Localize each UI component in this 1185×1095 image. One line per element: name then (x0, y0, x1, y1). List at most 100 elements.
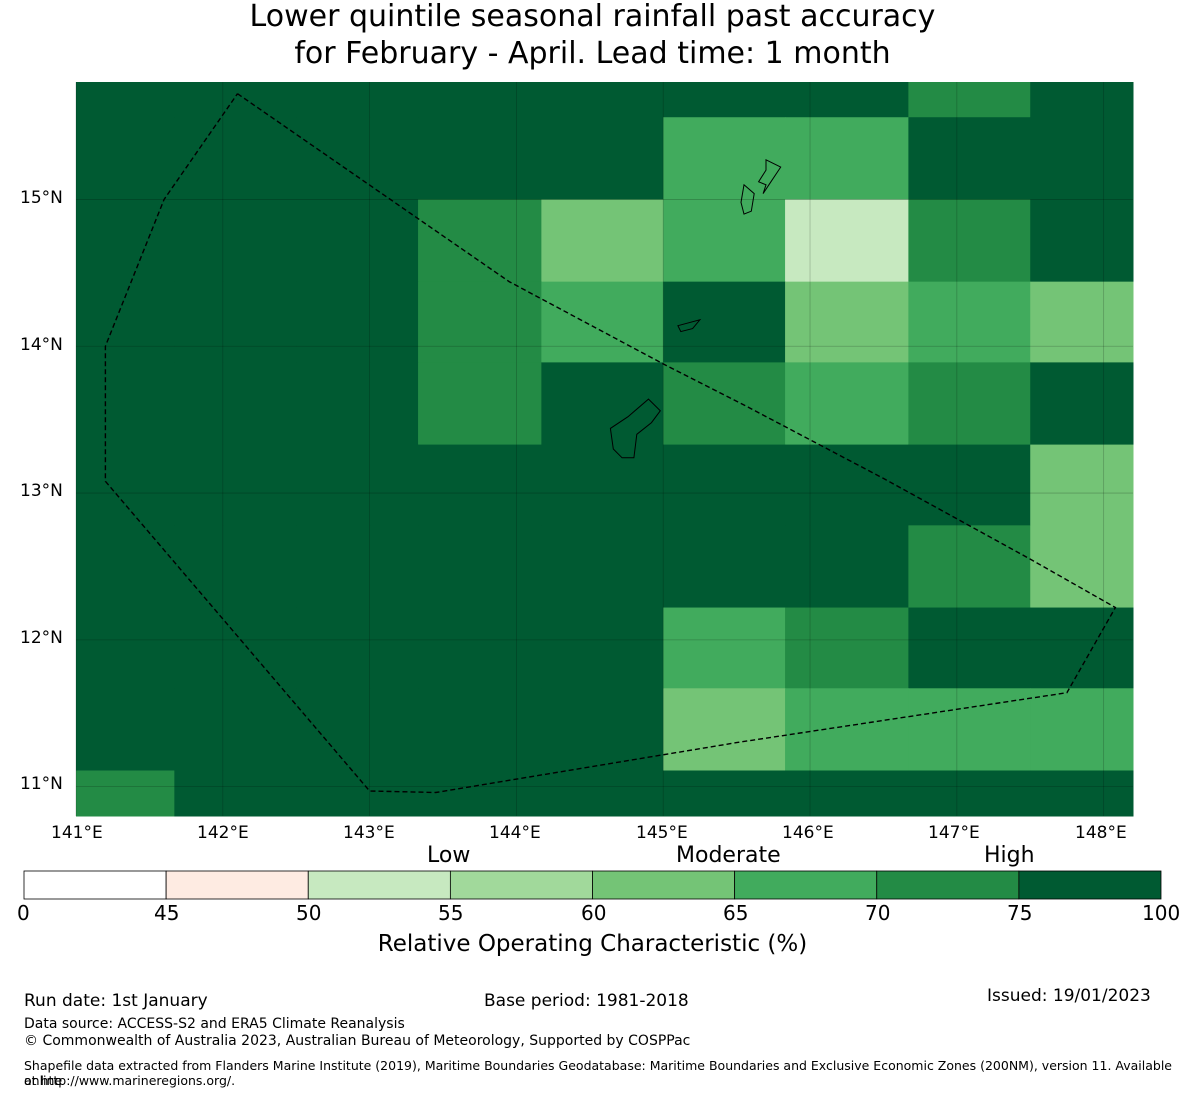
colorbar-segment (165, 870, 309, 900)
copyright: © Commonwealth of Australia 2023, Austra… (24, 1033, 691, 1049)
colorbar-tick-45: 45 (154, 901, 180, 925)
colorbar-label: Relative Operating Characteristic (%) (377, 931, 808, 957)
roc-cell (174, 281, 297, 363)
roc-cell (296, 770, 419, 817)
roc-cell (174, 117, 297, 200)
category-moderate: Moderate (676, 843, 781, 868)
colorbar-segment (734, 870, 878, 900)
roc-cell (908, 199, 1031, 283)
roc-cell (541, 281, 664, 363)
roc-cell (418, 770, 542, 817)
colorbar-tick-60: 60 (581, 901, 607, 925)
roc-cell (174, 525, 297, 609)
map-title-line-2: for February - April. Lead time: 1 month (294, 36, 891, 71)
shapefile-credit-line-1: Shapefile data extracted from Flanders M… (24, 1058, 1172, 1088)
roc-cell (541, 82, 664, 118)
roc-cell (541, 607, 664, 689)
roc-cell (1030, 607, 1134, 689)
colorbar-tick-100: 100 (1142, 901, 1181, 925)
roc-cell (296, 444, 419, 526)
colorbar-tick-50: 50 (296, 901, 322, 925)
roc-cell (785, 770, 909, 817)
roc-cell (1030, 199, 1134, 283)
roc-cell (418, 607, 542, 689)
roc-cell (174, 688, 297, 771)
roc-cell (296, 199, 419, 283)
graticule (75, 82, 1133, 816)
roc-cell (76, 770, 175, 817)
island-outline (609, 398, 661, 459)
lon-label-141e: 141°E (51, 823, 103, 843)
colorbar-segment (876, 870, 1020, 900)
islands (609, 158, 782, 459)
eez-boundary (104, 93, 1117, 794)
roc-cell (663, 770, 786, 817)
roc-cell (418, 281, 542, 363)
island-outline (757, 158, 782, 194)
lat-label-14n: 14°N (20, 335, 63, 355)
roc-cell (541, 117, 664, 200)
roc-cell (1030, 281, 1134, 363)
roc-cell (908, 525, 1031, 609)
roc-cell (908, 82, 1031, 118)
roc-cell (785, 607, 909, 689)
roc-cell (296, 117, 419, 200)
roc-cell (418, 82, 542, 118)
shapefile-credit-line-2: at http://www.marineregions.org/. (24, 1073, 236, 1088)
run-date: Run date: 1st January (24, 991, 208, 1011)
roc-cell (785, 688, 909, 771)
roc-cell (296, 688, 419, 771)
roc-cell (296, 281, 419, 363)
island-outline (740, 183, 755, 215)
roc-cell (1030, 362, 1134, 446)
roc-cell (908, 607, 1031, 689)
lon-label-142e: 142°E (197, 823, 249, 843)
lat-label-11n: 11°N (20, 774, 63, 794)
roc-cell (663, 688, 786, 771)
colorbar-tick-65: 65 (723, 901, 749, 925)
roc-cell (663, 444, 786, 526)
roc-cell (296, 525, 419, 609)
map-title-line-1: Lower quintile seasonal rainfall past ac… (249, 0, 936, 34)
roc-cell (1030, 525, 1134, 609)
issued-date: Issued: 19/01/2023 (987, 986, 1151, 1006)
roc-cell (418, 117, 542, 200)
colorbar-segment (1018, 870, 1162, 900)
colorbar-segment (449, 870, 593, 900)
roc-cell (785, 281, 909, 363)
roc-cell (174, 444, 297, 526)
colorbar-tick-55: 55 (438, 901, 464, 925)
roc-cell (663, 607, 786, 689)
colorbar-segment (592, 870, 736, 900)
roc-cell (1030, 117, 1134, 200)
roc-cell (785, 444, 909, 526)
roc-cell (1030, 82, 1134, 118)
roc-cell (908, 362, 1031, 446)
roc-cell (908, 281, 1031, 363)
roc-cell (908, 444, 1031, 526)
lat-label-13n: 13°N (20, 481, 63, 501)
roc-cell (76, 688, 175, 771)
roc-cell (785, 362, 909, 446)
roc-cell (296, 362, 419, 446)
roc-cell (541, 770, 664, 817)
roc-grid (76, 82, 1134, 817)
roc-cell (174, 82, 297, 118)
roc-cell (418, 688, 542, 771)
roc-cell (785, 525, 909, 609)
base-period: Base period: 1981-2018 (484, 991, 689, 1011)
roc-cell (663, 281, 786, 363)
roc-cell (785, 117, 909, 200)
colorbar-tick-70: 70 (865, 901, 891, 925)
roc-cell (174, 607, 297, 689)
category-high: High (984, 843, 1035, 868)
roc-cell (1030, 444, 1134, 526)
roc-cell (76, 82, 175, 118)
roc-cell (174, 362, 297, 446)
colorbar-tick-0: 0 (17, 901, 30, 925)
lon-label-144e: 144°E (489, 823, 541, 843)
lon-label-148e: 148°E (1075, 823, 1127, 843)
lon-label-143e: 143°E (343, 823, 395, 843)
roc-cell (541, 199, 664, 283)
